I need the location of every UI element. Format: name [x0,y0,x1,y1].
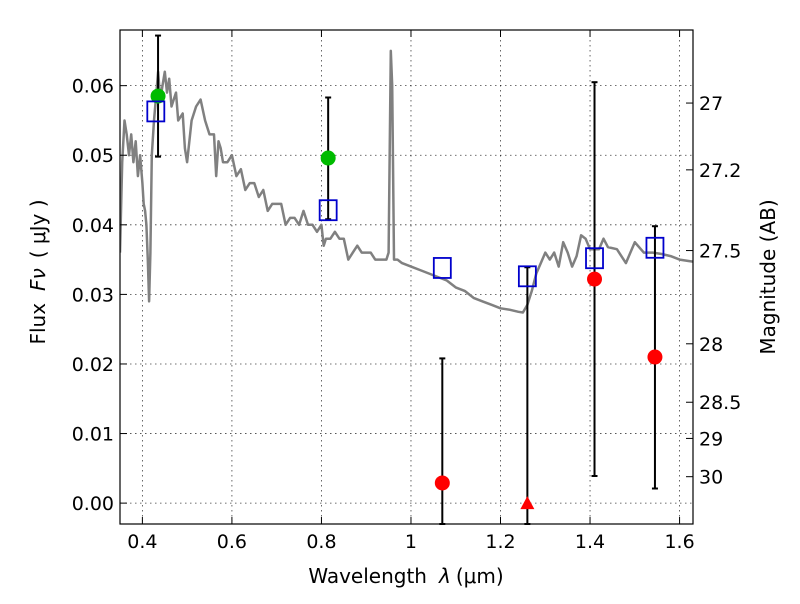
y-axis-label-unit: ( μJy ) [26,199,50,258]
x-tick-label: 0.4 [127,531,157,553]
y-tick-label: 0.01 [72,424,114,446]
magnitude-tick-label: 29 [699,428,723,450]
x-axis-label: Wavelength λ (μm) [308,564,503,588]
magnitude-tick-label: 27.2 [699,160,741,182]
y-axis-label-symbol: Fν [26,268,50,291]
y-tick-label: 0.03 [72,284,114,306]
x-tick-label: 0.6 [217,531,247,553]
ticks: 0.4 0.6 0.8 1 1.2 1.4 1.6 0.00 0.01 0.02 0.03 0.04 0… [72,30,741,553]
y-tick-label: 0.02 [72,354,114,376]
model-photometry-point [585,247,604,270]
red-upper-limit-point [520,496,535,510]
y-tick-label: 0.04 [72,215,114,237]
magnitude-tick-label: 28 [699,334,723,356]
green-data-point [150,88,166,104]
x-axis-label-text: Wavelength [308,564,427,588]
red-data-point [587,271,603,287]
x-tick-label: 0.8 [306,531,336,553]
y-axis-label-right: Magnitude (AB) [756,199,780,354]
model-photometry-point [432,257,452,279]
y-tick-label: 0.05 [72,145,114,167]
x-tick-label: 1.6 [664,531,694,553]
x-tick-label: 1 [405,531,417,553]
y-axis-label-left: Flux Fν ( μJy ) [26,199,50,344]
model-photometry-point [146,100,166,123]
y-axis-label-text: Flux [26,303,50,345]
model-spectrum-line [120,49,693,314]
magnitude-tick-label: 30 [699,467,723,489]
magnitude-tick-label: 28.5 [699,392,741,414]
model-photometry-point [318,199,338,222]
y-tick-label: 0.00 [72,493,114,515]
green-data-point [320,150,336,166]
model-photometry-point [517,265,537,288]
model-photometry-point [645,236,665,259]
magnitude-tick-label: 27.5 [699,241,741,263]
data-markers [146,88,665,510]
x-tick-label: 1.4 [575,531,605,553]
model-spectrum-layer [120,49,693,314]
grid [120,30,693,524]
plot-frame [119,29,694,525]
error-bars [155,34,658,525]
x-tick-label: 1.2 [485,531,515,553]
x-axis-label-unit: (μm) [456,564,504,588]
red-data-point [647,349,663,365]
red-data-point [434,475,450,491]
magnitude-tick-label: 27 [699,93,723,115]
y-tick-label: 0.06 [72,76,114,98]
x-axis-label-symbol: λ [438,564,451,588]
